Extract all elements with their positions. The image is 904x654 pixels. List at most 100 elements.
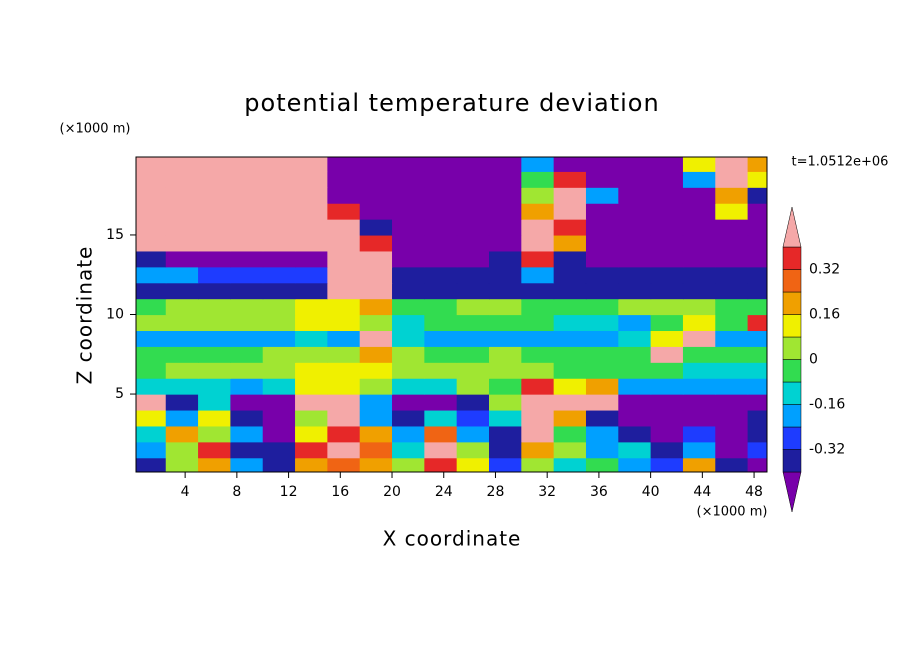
contour-cell xyxy=(715,314,749,332)
contour-cell xyxy=(359,346,393,363)
contour-cell xyxy=(327,234,361,252)
contour-cell xyxy=(230,234,264,252)
contour-cell xyxy=(165,314,199,332)
contour-cell xyxy=(488,378,522,395)
contour-cell xyxy=(359,234,393,252)
contour-cell xyxy=(198,266,231,284)
contour-cell xyxy=(392,394,425,411)
contour-cell xyxy=(650,330,684,347)
contour-cell xyxy=(165,203,199,220)
contour-cell xyxy=(553,441,587,459)
contour-cell xyxy=(521,378,555,395)
contour-cell xyxy=(136,298,167,316)
contour-cell xyxy=(165,457,199,472)
contour-cell xyxy=(230,314,264,332)
contour-cell xyxy=(165,330,199,347)
contour-cell xyxy=(262,250,296,268)
contour-cell xyxy=(650,457,684,472)
contour-cell xyxy=(295,157,328,172)
contour-cell xyxy=(392,234,425,252)
contour-cell xyxy=(424,457,458,472)
contour-cell xyxy=(521,394,555,411)
contour-cell xyxy=(262,282,296,300)
contour-cell xyxy=(327,362,361,379)
contour-cell xyxy=(585,409,619,427)
contour-cell xyxy=(295,203,328,220)
contour-cell xyxy=(585,157,619,172)
contour-cell xyxy=(359,298,393,316)
contour-cell xyxy=(747,298,767,316)
colorbar-label: -0.16 xyxy=(809,397,845,413)
contour-cell xyxy=(359,378,393,395)
contour-cell xyxy=(650,219,684,236)
contour-cell xyxy=(359,187,393,204)
contour-cell xyxy=(618,157,652,172)
contour-cell xyxy=(136,219,167,236)
contour-cell xyxy=(553,203,587,220)
contour-cell xyxy=(650,203,684,220)
contour-cell xyxy=(488,330,522,347)
contour-cell xyxy=(392,266,425,284)
contour-cell xyxy=(424,203,458,220)
contour-cell xyxy=(198,362,231,379)
contour-cell xyxy=(553,314,587,332)
x-tick-label: 12 xyxy=(280,484,298,500)
contour-cell xyxy=(618,409,652,427)
contour-cell xyxy=(359,203,393,220)
contour-cell xyxy=(650,314,684,332)
contour-cell xyxy=(553,250,587,268)
contour-cell xyxy=(456,282,490,300)
contour-cell xyxy=(715,234,749,252)
colorbar-box xyxy=(782,336,802,360)
contour-cell xyxy=(262,203,296,220)
contour-cell xyxy=(456,187,490,204)
contour-cell xyxy=(682,157,716,172)
contour-cell xyxy=(262,314,296,332)
contour-cell xyxy=(230,362,264,379)
contour-cell xyxy=(327,330,361,347)
contour-cell xyxy=(456,234,490,252)
contour-cell xyxy=(230,457,264,472)
contour-cell xyxy=(359,409,393,427)
contour-cell xyxy=(488,409,522,427)
contour-cell xyxy=(136,171,167,188)
contour-cell xyxy=(136,457,167,472)
contour-cell xyxy=(682,378,716,395)
contour-cell xyxy=(198,298,231,316)
contour-cell xyxy=(359,457,393,472)
contour-cell xyxy=(136,378,167,395)
contour-cell xyxy=(488,234,522,252)
contour-cell xyxy=(230,394,264,411)
contour-cell xyxy=(456,203,490,220)
contour-cell xyxy=(392,219,425,236)
contour-cell xyxy=(521,362,555,379)
contour-cell xyxy=(198,234,231,252)
contour-cell xyxy=(585,314,619,332)
contour-cell xyxy=(488,282,522,300)
contour-cell xyxy=(553,362,587,379)
contour-cell xyxy=(295,330,328,347)
contour-cell xyxy=(359,394,393,411)
contour-cell xyxy=(682,234,716,252)
contour-cell xyxy=(521,250,555,268)
contour-cell xyxy=(650,362,684,379)
contour-cell xyxy=(424,394,458,411)
contour-cell xyxy=(521,314,555,332)
contour-cell xyxy=(262,409,296,427)
contour-cell xyxy=(618,298,652,316)
colorbar-box xyxy=(782,359,802,383)
contour-cell xyxy=(262,219,296,236)
contour-cell xyxy=(488,425,522,443)
contour-cell xyxy=(488,266,522,284)
contour-cell xyxy=(262,362,296,379)
contour-cell xyxy=(230,425,264,443)
contour-cell xyxy=(747,250,767,268)
contour-cell xyxy=(424,441,458,459)
contour-cell xyxy=(585,219,619,236)
contour-cell xyxy=(488,441,522,459)
contour-cell xyxy=(392,203,425,220)
contour-cell xyxy=(618,219,652,236)
contour-cell xyxy=(682,409,716,427)
contour-cell xyxy=(230,298,264,316)
contour-cell xyxy=(553,171,587,188)
